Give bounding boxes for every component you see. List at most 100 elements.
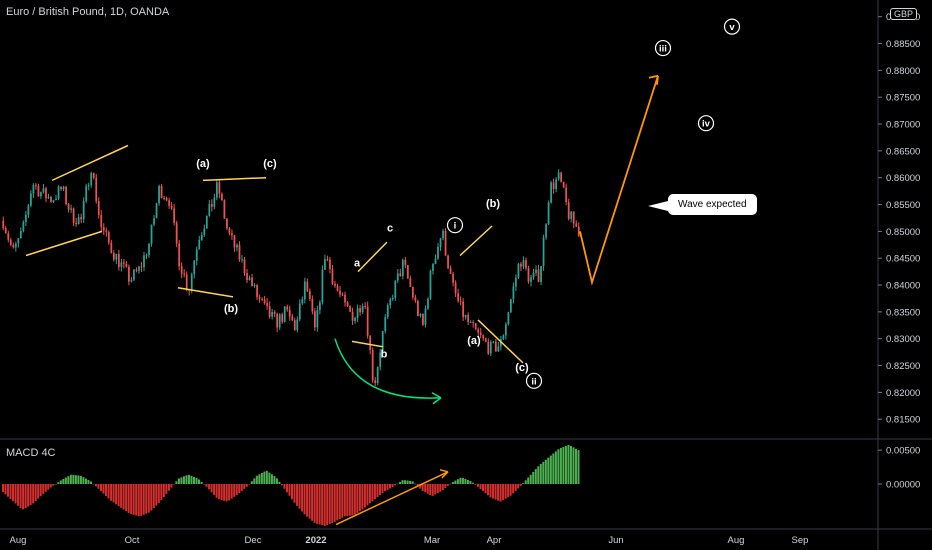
macd-bar [396, 483, 399, 485]
macd-bar [177, 478, 180, 484]
wave-channel-line [357, 241, 388, 273]
macd-bar [512, 484, 515, 494]
price-tick-label: 0.83500 [886, 307, 920, 318]
wave-label: i [454, 221, 457, 232]
macd-bar [102, 484, 105, 494]
candle-body [102, 227, 105, 231]
macd-bar [434, 484, 437, 495]
candle-body [90, 172, 93, 186]
candle-body [303, 281, 306, 300]
wave-expected-callout[interactable]: Wave expected [668, 194, 757, 215]
macd-bar [399, 481, 402, 484]
macd-bar [406, 480, 409, 484]
macd-bar [215, 484, 218, 498]
macd-bar [572, 447, 575, 484]
candle-body [17, 238, 20, 244]
wave-label: a [354, 257, 361, 269]
macd-bar [14, 484, 17, 504]
candle-body [429, 270, 432, 299]
candle-body [487, 341, 490, 354]
macd-bar [308, 484, 311, 519]
candle-body [75, 222, 78, 225]
time-tick-label: Jun [608, 535, 623, 546]
candle-body [80, 217, 83, 220]
candle-body [40, 192, 42, 197]
wave-label: (c) [263, 158, 277, 170]
macd-bar [494, 484, 497, 500]
macd-bar [517, 484, 520, 489]
candle-body [155, 203, 158, 219]
candle-body [457, 293, 459, 301]
macd-bar [424, 484, 427, 493]
macd-bar [180, 477, 183, 484]
macd-bar [404, 480, 407, 484]
candle-body [163, 198, 165, 200]
candle-body [168, 200, 170, 206]
macd-bar [301, 484, 304, 512]
candle-body [291, 316, 294, 321]
macd-bar [187, 474, 190, 484]
candle-body [19, 230, 22, 239]
candle-body [319, 302, 321, 311]
candle-body [271, 311, 274, 317]
candle-body [67, 204, 70, 210]
candle-body [517, 263, 520, 278]
candle-body [57, 186, 60, 199]
candle-body [336, 285, 339, 291]
macd-bar [57, 482, 60, 484]
candle-body [268, 306, 271, 317]
time-tick-label: Apr [487, 535, 502, 546]
macd-bar [248, 484, 251, 485]
macd-bar [9, 484, 12, 499]
candle-body [238, 244, 241, 260]
macd-bar [225, 484, 228, 502]
candle-body [371, 349, 374, 381]
macd-bar [140, 484, 143, 516]
candle-body [341, 294, 344, 296]
macd-bar [185, 475, 188, 484]
candle-body [133, 269, 135, 280]
candle-body [381, 330, 384, 353]
macd-bar [567, 444, 570, 484]
macd-bar [439, 484, 442, 492]
wave-label: b [381, 348, 388, 360]
macd-bar [569, 445, 572, 484]
macd-bar [363, 484, 366, 508]
wave-label: (a) [467, 335, 481, 347]
macd-bar [112, 484, 115, 503]
candle-body [311, 298, 314, 312]
candle-body [467, 315, 470, 323]
macd-bar [79, 475, 82, 484]
candle-body [474, 323, 477, 330]
candle-body [479, 332, 482, 336]
candle-body [236, 244, 238, 248]
wave-channel-line [202, 176, 267, 182]
candle-body [283, 306, 286, 322]
macd-bar [39, 484, 42, 497]
macd-bar [394, 484, 397, 486]
candle-body [72, 208, 75, 223]
currency-badge[interactable]: GBP [890, 8, 918, 20]
macd-bar [326, 484, 329, 526]
macd-bar [49, 484, 52, 488]
macd-bar [84, 478, 87, 484]
macd-bar [52, 484, 55, 486]
candle-body [507, 312, 510, 325]
candle-body [308, 291, 311, 299]
candle-body [276, 314, 279, 328]
macd-bar [87, 479, 90, 484]
wave-label: v [729, 22, 735, 33]
macd-bar [353, 484, 356, 515]
candle-body [452, 273, 454, 283]
candle-body [50, 196, 52, 202]
candle-body [545, 224, 547, 238]
candle-body [401, 259, 404, 276]
candle-body [32, 185, 35, 194]
candle-body [30, 193, 32, 206]
macd-bar [233, 484, 236, 497]
candle-body [140, 266, 143, 268]
candle-body [148, 243, 150, 256]
macd-bar [147, 484, 150, 513]
candle-body [462, 301, 465, 318]
